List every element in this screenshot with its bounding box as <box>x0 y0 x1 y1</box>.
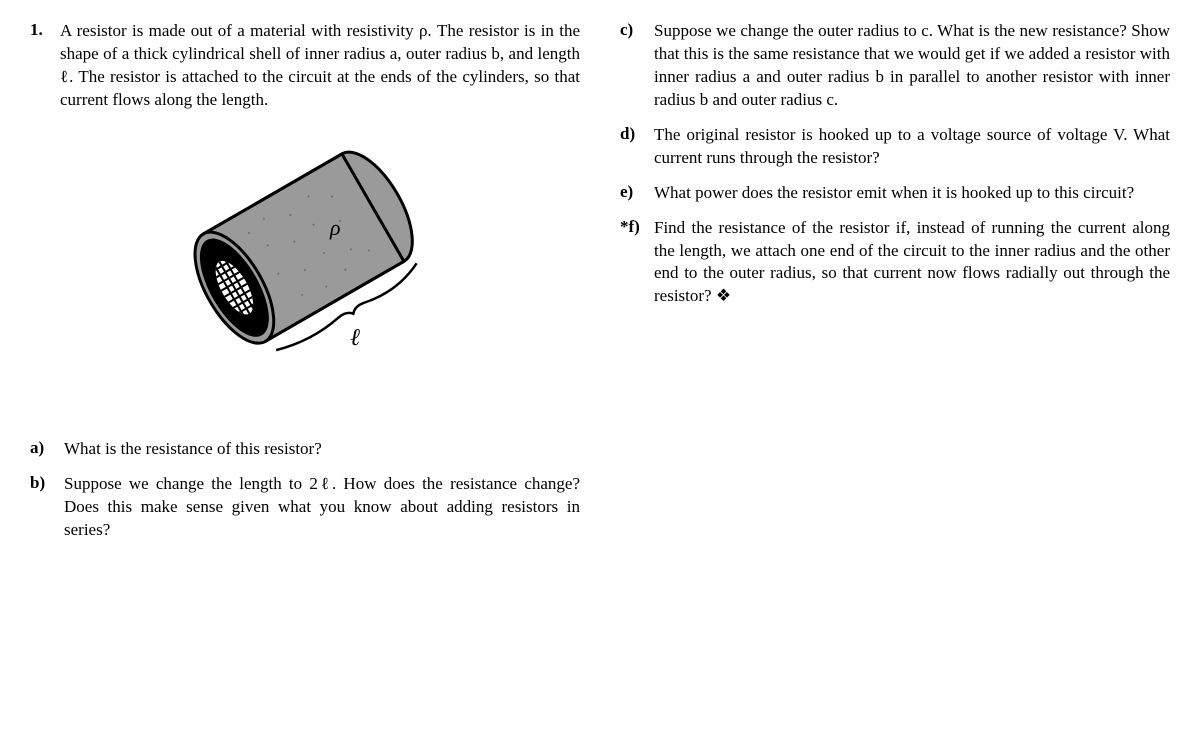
part-e-row: e) What power does the resistor emit whe… <box>620 182 1170 205</box>
part-f-text: Find the resistance of the resistor if, … <box>654 217 1170 309</box>
part-c-row: c) Suppose we change the outer radius to… <box>620 20 1170 112</box>
page-content: 1. A resistor is made out of a material … <box>30 20 1170 554</box>
problem-stem: A resistor is made out of a material wit… <box>60 20 580 112</box>
right-column: c) Suppose we change the outer radius to… <box>620 20 1170 554</box>
part-f-row: *f) Find the resistance of the resistor … <box>620 217 1170 309</box>
problem-number: 1. <box>30 20 60 40</box>
figure-container: ρ ℓ <box>30 130 580 410</box>
part-c-text: Suppose we change the outer radius to c.… <box>654 20 1170 112</box>
resistor-figure: ρ ℓ <box>155 130 455 410</box>
label-rho: ρ <box>329 215 341 240</box>
part-f-label: *f) <box>620 217 654 237</box>
part-a-text: What is the resistance of this resistor? <box>64 438 580 461</box>
part-e-text: What power does the resistor emit when i… <box>654 182 1170 205</box>
part-b-row: b) Suppose we change the length to 2ℓ. H… <box>30 473 580 542</box>
part-d-text: The original resistor is hooked up to a … <box>654 124 1170 170</box>
problem-stem-row: 1. A resistor is made out of a material … <box>30 20 580 112</box>
label-l: ℓ <box>350 325 360 351</box>
part-a-label: a) <box>30 438 64 458</box>
part-e-label: e) <box>620 182 654 202</box>
part-d-row: d) The original resistor is hooked up to… <box>620 124 1170 170</box>
part-a-row: a) What is the resistance of this resist… <box>30 438 580 461</box>
part-b-label: b) <box>30 473 64 493</box>
left-column: 1. A resistor is made out of a material … <box>30 20 580 554</box>
part-c-label: c) <box>620 20 654 40</box>
part-d-label: d) <box>620 124 654 144</box>
part-b-text: Suppose we change the length to 2ℓ. How … <box>64 473 580 542</box>
